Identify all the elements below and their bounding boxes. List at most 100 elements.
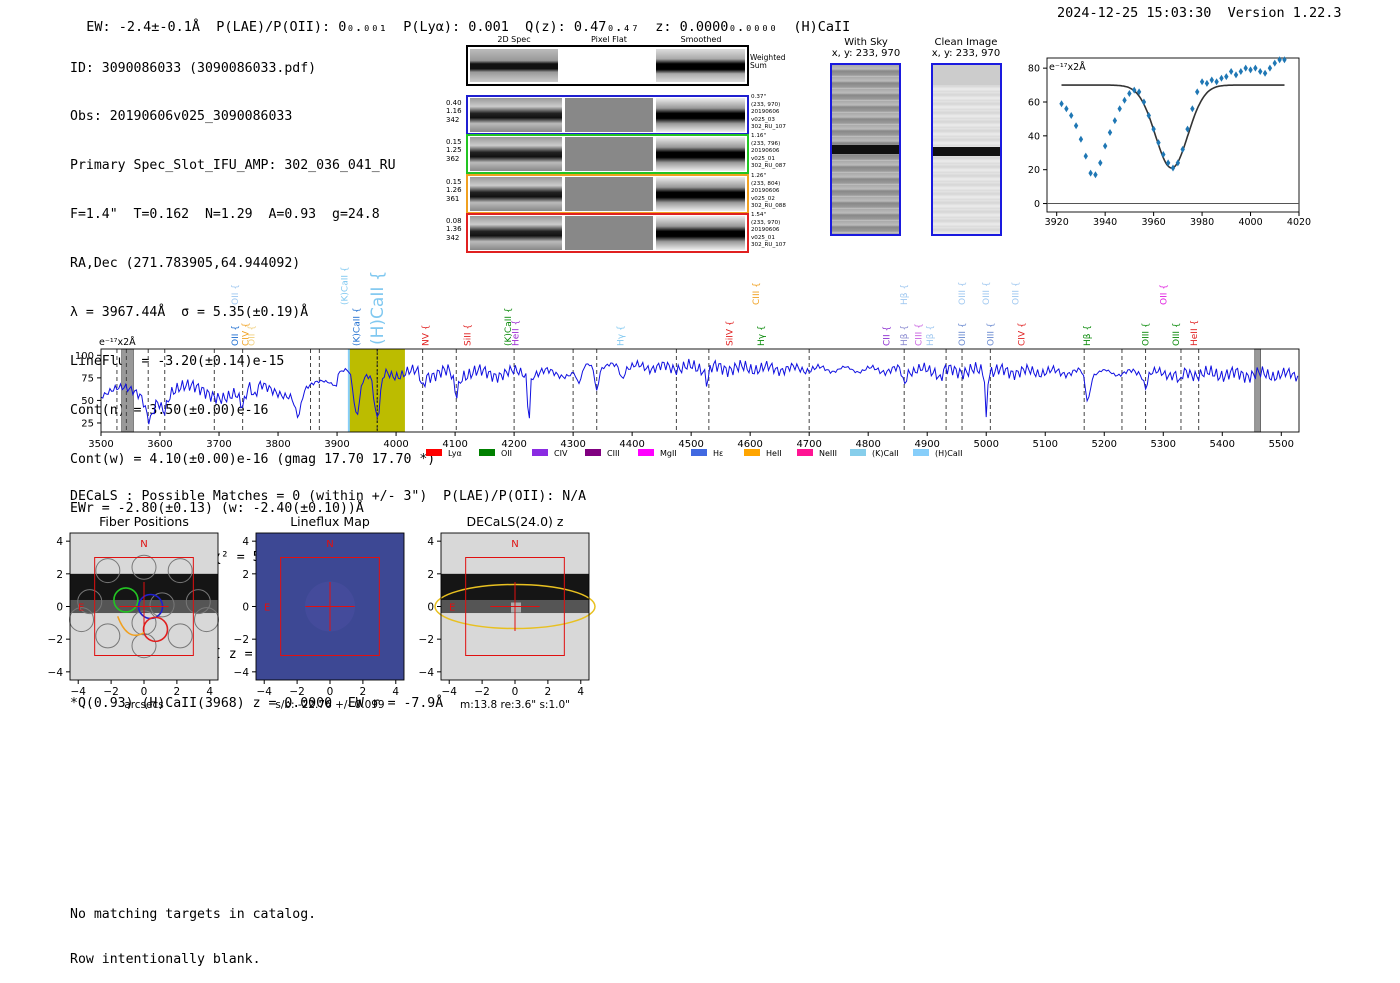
zoom-data-point	[1059, 100, 1064, 108]
zoom-data-point	[1175, 159, 1181, 167]
panel-x-tick-label: 0	[512, 686, 519, 698]
zoom-y-tick-label: 80	[1028, 64, 1040, 75]
spectrum-x-tick-label: 4600	[737, 439, 762, 450]
detection-info: ID: 3090086033 (3090086033.pdf) Obs: 201…	[70, 28, 443, 729]
spectral-line-label: CIII {	[914, 323, 924, 346]
catalog-note-line: No matching targets in catalog.	[70, 906, 317, 922]
zoom-data-point	[1107, 128, 1113, 136]
fiber-row-meta: 1.54" (233, 970) 20190606 v025_01 302_RU_107	[751, 212, 811, 250]
fiber-stat-value: 1.26	[446, 186, 462, 195]
catalog-note: No matching targets in catalog. Row inte…	[70, 876, 316, 983]
fiber-meta-value: v025_01	[751, 155, 775, 162]
streak-core	[441, 599, 589, 614]
legend-label: OII	[501, 449, 512, 458]
fiber-2d-spec	[470, 216, 562, 250]
spectral-line-label: OIII {	[986, 322, 996, 346]
clean-image	[931, 63, 1002, 236]
spectral-line-label-upper: OIII {	[982, 281, 992, 305]
zoom-data-point	[1165, 159, 1171, 167]
spectrum-x-tick-label: 5400	[1210, 439, 1235, 450]
fiber-meta-value: 302_RU_107	[751, 242, 786, 249]
spectral-line-label: (K)CaII {	[504, 307, 514, 346]
spectral-line-label-upper: Hβ {	[900, 284, 910, 305]
fiber-row-meta: 1.26" (233, 804) 20190606 v025_02 302_RU_088	[751, 173, 811, 211]
fiber-meta-value: 20190606	[751, 109, 780, 116]
fiber-meta-value: 302_RU_087	[751, 163, 786, 170]
fiber-2d-spec	[470, 137, 562, 171]
info-line: S/N = 56.9(±2.5) χ² = 5.2(±0.0)	[70, 549, 325, 565]
fiber-stat-value: 342	[446, 115, 460, 124]
panel-image-background	[441, 533, 589, 680]
panel-y-tick-label: 4	[56, 536, 63, 548]
spectrum-x-tick-label: 4200	[501, 439, 526, 450]
fiber-meta-value: 302_RU_088	[751, 203, 786, 210]
legend-swatch	[850, 449, 866, 456]
decals-source	[511, 602, 521, 613]
fiber-pixel-flat	[565, 177, 653, 211]
panel-frame	[440, 532, 590, 681]
with-sky-title: With Sky x, y: 233, 970	[831, 37, 901, 59]
spectral-line-label: CIV {	[1018, 322, 1028, 346]
panel-y-tick-label: −2	[48, 634, 63, 646]
spectral-line-label: OIII {	[958, 322, 968, 346]
legend-label: CIV	[554, 449, 568, 458]
zoom-y-tick-label: 20	[1028, 165, 1040, 176]
zoom-data-point	[1204, 79, 1210, 87]
zoom-data-point	[1127, 90, 1132, 98]
zoom-data-point	[1117, 105, 1122, 113]
info-line: Primary Spec_Slot_IFU_AMP: 302_036_041_R…	[70, 158, 396, 174]
zoom-data-point	[1214, 78, 1219, 86]
zoom-data-point	[1209, 76, 1214, 84]
legend-swatch	[797, 449, 813, 456]
spectral-line-label: OIII {	[1142, 322, 1152, 346]
info-line: λ = 3967.44Å σ = 5.35(±0.19)Å	[70, 305, 309, 321]
zoom-x-tick-label: 3920	[1045, 217, 1069, 228]
timestamp-version: 2024-12-25 15:03:30 Version 1.22.3	[1057, 5, 1342, 21]
spectral-line-label-upper: CIII {	[752, 282, 762, 305]
fiber-meta-value: (233, 804)	[751, 180, 781, 187]
spectrum-x-tick-label: 5200	[1092, 439, 1117, 450]
zoom-model-fit-line	[1061, 84, 1285, 169]
zoom-data-point	[1195, 88, 1200, 96]
legend-swatch	[532, 449, 548, 456]
spectral-line-label-upper: OIII {	[1012, 281, 1022, 305]
clean-image-title: Clean Image x, y: 233, 970	[931, 37, 1001, 59]
legend-swatch	[691, 449, 707, 456]
spectrum-x-tick-label: 5000	[973, 439, 998, 450]
legend-label: (K)CaII	[872, 449, 899, 458]
masked-region	[1254, 348, 1261, 433]
info-line: LineFlux = -3.20(±0.14)e-15	[70, 353, 285, 369]
bright-star-streak	[441, 573, 589, 609]
legend-label: HeII	[766, 449, 782, 458]
fiber-pixel-flat	[565, 137, 653, 171]
fiber-meta-value: 1.26"	[751, 173, 767, 179]
spectrum-x-tick-label: 4300	[560, 439, 585, 450]
info-line: ID: 3090086033 (3090086033.pdf)	[70, 60, 317, 76]
spectral-line-label: SiIV {	[726, 320, 736, 346]
weighted-sum-cutout	[466, 45, 749, 86]
spectral-line-label: HeII {	[511, 320, 521, 346]
panel-y-tick-label: 0	[56, 602, 63, 614]
legend-swatch	[913, 449, 929, 456]
zoom-data-point	[1136, 88, 1142, 96]
spectrum-x-tick-label: 4800	[855, 439, 880, 450]
fiber-pixel-flat	[565, 98, 653, 132]
zoom-data-point	[1069, 112, 1074, 120]
zoom-data-point	[1088, 169, 1093, 177]
info-line: Cont(n) = 3.50(±0.00)e-16	[70, 402, 269, 418]
spectral-line-label: SiII {	[463, 324, 473, 346]
fiber-row-stats: 0.40 1.16 342	[446, 99, 466, 124]
spectral-line-label: Hγ {	[757, 325, 767, 346]
legend-swatch	[585, 449, 601, 456]
fiber-meta-value: v025_01	[751, 234, 775, 241]
fiber-meta-value: v025_02	[751, 195, 775, 202]
spectral-line-label: Hβ {	[900, 325, 910, 346]
fiber-stat-value: 342	[446, 233, 460, 242]
fiber-stat-value: 1.36	[446, 225, 462, 234]
zoom-x-tick-label: 4000	[1238, 217, 1262, 228]
zoom-y-tick-label: 40	[1028, 131, 1040, 142]
spectrum-x-tick-label: 5300	[1151, 439, 1176, 450]
panel-x-tick-label: −2	[474, 686, 489, 698]
zoom-y-tick-label: 60	[1028, 98, 1040, 109]
zoom-data-point	[1093, 171, 1098, 179]
